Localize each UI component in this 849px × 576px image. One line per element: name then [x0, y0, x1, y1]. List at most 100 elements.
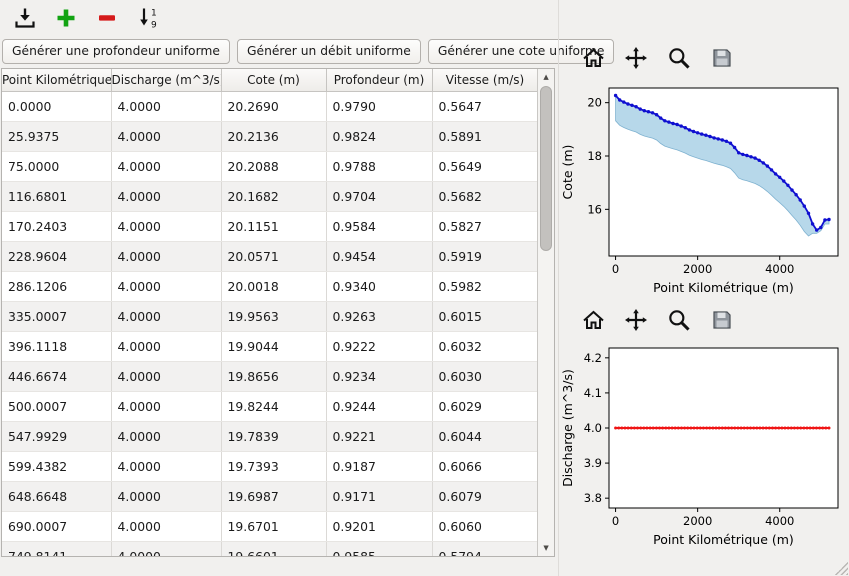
table-cell[interactable]: 547.9929	[2, 421, 112, 452]
column-header-1[interactable]: Discharge (m^3/s)	[111, 69, 222, 92]
table-cell[interactable]: 20.0018	[221, 271, 327, 302]
table-cell[interactable]: 0.9454	[326, 241, 433, 272]
table-cell[interactable]: 0.9222	[326, 331, 433, 362]
table-cell[interactable]: 4.0000	[111, 451, 222, 482]
table-cell[interactable]: 4.0000	[111, 151, 222, 182]
table-cell[interactable]: 4.0000	[111, 181, 222, 212]
table-row[interactable]: 25.9375 4.0000 20.2136 0.9824 0.5891	[2, 121, 538, 152]
table-cell[interactable]: 4.0000	[111, 271, 222, 302]
table-cell[interactable]: 0.6044	[432, 421, 538, 452]
table-cell[interactable]: 0.9234	[326, 361, 433, 392]
column-header-3[interactable]: Profondeur (m)	[326, 69, 433, 92]
table-cell[interactable]: 4.0000	[111, 331, 222, 362]
table-cell[interactable]: 4.0000	[111, 541, 222, 556]
chart1-home-button[interactable]	[579, 45, 607, 73]
window-resize-grip[interactable]	[835, 562, 848, 575]
table-cell[interactable]: 19.7839	[221, 421, 327, 452]
table-cell[interactable]: 0.6060	[432, 511, 538, 542]
table-cell[interactable]: 228.9604	[2, 241, 112, 272]
table-row[interactable]: 547.9929 4.0000 19.7839 0.9221 0.6044	[2, 421, 538, 452]
table-cell[interactable]: 0.9187	[326, 451, 433, 482]
table-cell[interactable]: 0.9171	[326, 481, 433, 512]
chart2-home-button[interactable]	[579, 307, 607, 335]
table-cell[interactable]: 0.6015	[432, 301, 538, 332]
table-cell[interactable]: 0.9790	[326, 91, 433, 122]
table-cell[interactable]: 0.9584	[326, 211, 433, 242]
table-cell[interactable]: 0.6066	[432, 451, 538, 482]
table-cell[interactable]: 0.9263	[326, 301, 433, 332]
table-cell[interactable]: 0.5891	[432, 121, 538, 152]
table-vertical-scrollbar[interactable]: ▲ ▼	[537, 69, 554, 556]
table-cell[interactable]: 0.5794	[432, 541, 538, 556]
table-cell[interactable]: 0.6029	[432, 391, 538, 422]
table-cell[interactable]: 25.9375	[2, 121, 112, 152]
table-cell[interactable]: 500.0007	[2, 391, 112, 422]
table-cell[interactable]: 0.9788	[326, 151, 433, 182]
table-cell[interactable]: 4.0000	[111, 211, 222, 242]
table-cell[interactable]: 4.0000	[111, 481, 222, 512]
table-row[interactable]: 0.0000 4.0000 20.2690 0.9790 0.5647	[2, 91, 538, 122]
table-row[interactable]: 116.6801 4.0000 20.1682 0.9704 0.5682	[2, 181, 538, 212]
table-cell[interactable]: 0.5649	[432, 151, 538, 182]
table-cell[interactable]: 20.2690	[221, 91, 327, 122]
table-row[interactable]: 648.6648 4.0000 19.6987 0.9171 0.6079	[2, 481, 538, 512]
table-row[interactable]: 396.1118 4.0000 19.9044 0.9222 0.6032	[2, 331, 538, 362]
table-cell[interactable]: 0.9201	[326, 511, 433, 542]
table-cell[interactable]: 0.9824	[326, 121, 433, 152]
table-row[interactable]: 286.1206 4.0000 20.0018 0.9340 0.5982	[2, 271, 538, 302]
table-cell[interactable]: 446.6674	[2, 361, 112, 392]
table-row[interactable]: 228.9604 4.0000 20.0571 0.9454 0.5919	[2, 241, 538, 272]
chart2-zoom-button[interactable]	[665, 307, 693, 335]
add-row-button[interactable]	[52, 5, 80, 33]
table-cell[interactable]: 335.0007	[2, 301, 112, 332]
scrollbar-down-arrow[interactable]: ▼	[543, 544, 549, 552]
table-row[interactable]: 749.8141 4.0000 19.6601 0.9585 0.5794	[2, 541, 538, 556]
table-cell[interactable]: 599.4382	[2, 451, 112, 482]
column-header-0[interactable]: Point Kilométrique (m)	[2, 69, 112, 92]
table-row[interactable]: 690.0007 4.0000 19.6701 0.9201 0.6060	[2, 511, 538, 542]
column-header-2[interactable]: Cote (m)	[221, 69, 327, 92]
generate-uniform-depth-button[interactable]: Générer une profondeur uniforme	[2, 39, 230, 64]
table-cell[interactable]: 648.6648	[2, 481, 112, 512]
generate-uniform-discharge-button[interactable]: Générer un débit uniforme	[236, 39, 421, 64]
table-cell[interactable]: 0.6032	[432, 331, 538, 362]
table-cell[interactable]: 20.1151	[221, 211, 327, 242]
cote-chart[interactable]: 0 2000 4000 16 18 20 Point Kilométrique (m) Cot…	[559, 78, 849, 302]
table-cell[interactable]: 4.0000	[111, 361, 222, 392]
table-cell[interactable]: 0.9704	[326, 181, 433, 212]
results-table[interactable]: Point Kilométrique (m)Discharge (m^3/s)C…	[2, 69, 538, 556]
table-cell[interactable]: 4.0000	[111, 241, 222, 272]
table-cell[interactable]: 0.6030	[432, 361, 538, 392]
table-cell[interactable]: 0.0000	[2, 91, 112, 122]
table-cell[interactable]: 19.7393	[221, 451, 327, 482]
table-cell[interactable]: 19.9563	[221, 301, 327, 332]
table-cell[interactable]: 0.5919	[432, 241, 538, 272]
chart1-save-button[interactable]	[708, 45, 736, 73]
column-header-4[interactable]: Vitesse (m/s)	[432, 69, 538, 92]
table-cell[interactable]: 0.9340	[326, 271, 433, 302]
table-cell[interactable]: 690.0007	[2, 511, 112, 542]
table-cell[interactable]: 0.9244	[326, 391, 433, 422]
table-cell[interactable]: 19.8656	[221, 361, 327, 392]
scrollbar-thumb[interactable]	[540, 86, 553, 251]
table-cell[interactable]: 0.5982	[432, 271, 538, 302]
table-row[interactable]: 335.0007 4.0000 19.9563 0.9263 0.6015	[2, 301, 538, 332]
table-cell[interactable]: 0.5682	[432, 181, 538, 212]
table-cell[interactable]: 20.2136	[221, 121, 327, 152]
table-cell[interactable]: 75.0000	[2, 151, 112, 182]
table-cell[interactable]: 4.0000	[111, 391, 222, 422]
table-cell[interactable]: 0.5827	[432, 211, 538, 242]
table-row[interactable]: 75.0000 4.0000 20.2088 0.9788 0.5649	[2, 151, 538, 182]
download-button[interactable]	[11, 5, 39, 33]
table-cell[interactable]: 4.0000	[111, 121, 222, 152]
chart2-save-button[interactable]	[708, 307, 736, 335]
table-cell[interactable]: 396.1118	[2, 331, 112, 362]
sort-button[interactable]: 1 9	[134, 5, 162, 33]
table-cell[interactable]: 19.6601	[221, 541, 327, 556]
table-cell[interactable]: 170.2403	[2, 211, 112, 242]
table-cell[interactable]: 20.0571	[221, 241, 327, 272]
table-cell[interactable]: 20.2088	[221, 151, 327, 182]
chart1-pan-button[interactable]	[622, 45, 650, 73]
table-cell[interactable]: 19.8244	[221, 391, 327, 422]
table-cell[interactable]: 116.6801	[2, 181, 112, 212]
